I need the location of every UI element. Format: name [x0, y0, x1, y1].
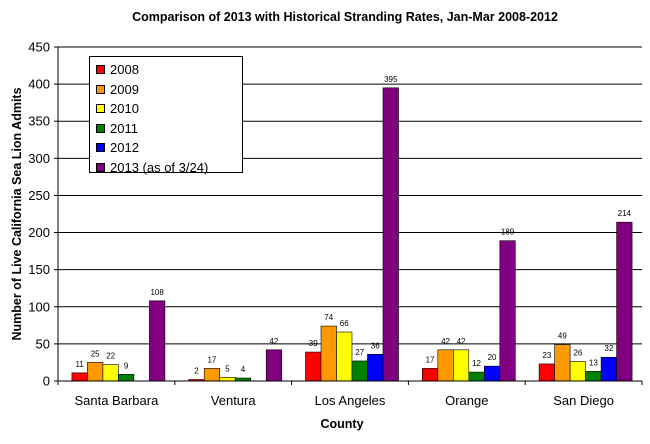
- bar-2011-los-angeles: [351, 360, 368, 382]
- legend-item-2011: 2011: [96, 119, 242, 139]
- data-label: 23: [542, 351, 551, 360]
- data-label: 42: [441, 337, 450, 346]
- y-tick-label: 350: [28, 114, 50, 129]
- tick-labels: 0 50 100 150 200 250 300 350 400 450 Santa Barbara…: [28, 40, 614, 409]
- chart-title: Comparison of 2013 with Historical Stran…: [132, 10, 558, 24]
- data-label: 39: [309, 339, 318, 348]
- data-label: 74: [324, 313, 333, 322]
- y-tick-label: 400: [28, 77, 50, 92]
- y-tick-label: 200: [28, 225, 50, 240]
- y-tick-label: 300: [28, 151, 50, 166]
- data-label: 26: [573, 349, 582, 358]
- x-tick-label: San Diego: [553, 393, 614, 408]
- data-label: 27: [355, 348, 364, 357]
- data-label: 25: [91, 349, 100, 358]
- data-label: 42: [269, 337, 278, 346]
- y-tick-label: 250: [28, 188, 50, 203]
- bar-2010-ventura: [219, 376, 236, 382]
- data-label: 12: [472, 359, 481, 368]
- x-tick-label: Orange: [445, 393, 488, 408]
- data-label: 2: [194, 367, 199, 376]
- bar-2013-san-diego: [616, 221, 633, 382]
- x-tick-label: Santa Barbara: [74, 393, 159, 408]
- legend-label: 2011: [110, 120, 138, 136]
- data-label: 5: [225, 364, 230, 373]
- data-label: 395: [384, 75, 398, 84]
- data-label: 49: [558, 332, 567, 341]
- legend-item-2010: 2010: [96, 99, 242, 119]
- bar-2013-orange: [499, 240, 516, 382]
- legend-swatch: [96, 65, 105, 75]
- legend-swatch: [96, 143, 105, 153]
- bar-2010-san-diego: [569, 361, 586, 382]
- data-label: 32: [604, 344, 613, 353]
- y-tick-label: 0: [43, 374, 50, 389]
- data-label: 17: [207, 355, 216, 364]
- bar-2009-san-diego: [554, 344, 571, 382]
- bar-2013-santa-barbara: [149, 300, 166, 382]
- legend-label: 2013 (as of 3/24): [110, 159, 209, 175]
- bar-2010-los-angeles: [336, 331, 353, 382]
- bar-2011-san-diego: [585, 371, 602, 382]
- bar-2011-santa-barbara: [118, 374, 135, 382]
- data-label: 189: [501, 228, 515, 237]
- y-tick-label: 150: [28, 262, 50, 277]
- axes: [54, 46, 643, 385]
- bar-2009-santa-barbara: [87, 362, 104, 382]
- x-tick-label: Los Angeles: [315, 393, 386, 408]
- bar-2012-los-angeles: [367, 353, 384, 382]
- bar-2011-orange: [468, 371, 485, 382]
- bar-2008-orange: [421, 368, 439, 382]
- bar-2010-orange: [452, 349, 470, 382]
- bar-2013-ventura: [265, 349, 283, 382]
- data-label: 214: [618, 209, 632, 218]
- value-labels: 11 25 22 9 108 2 17 5 4 42 39 74 66 27 36 395 17 42 42 12 20…: [75, 75, 631, 376]
- legend-swatch: [96, 162, 105, 172]
- data-label: 17: [426, 355, 435, 364]
- bar-2008-san-diego: [538, 363, 555, 382]
- x-tick-label: Ventura: [211, 393, 257, 408]
- legend-item-2009: 2009: [96, 80, 242, 100]
- data-label: 66: [340, 319, 349, 328]
- data-label: 22: [106, 352, 115, 361]
- legend-item-2008: 2008: [96, 60, 242, 80]
- x-axis-title: County: [320, 417, 363, 431]
- legend-swatch: [96, 104, 105, 114]
- data-label: 13: [589, 358, 598, 367]
- legend-label: 2010: [110, 101, 139, 117]
- bar-2012-san-diego: [600, 356, 617, 382]
- data-label: 36: [371, 341, 380, 350]
- legend: 2008 2009 2010 2011 2012 2013 (as of 3/24): [89, 56, 243, 175]
- data-label: 9: [124, 361, 129, 370]
- legend-item-2012: 2012: [96, 138, 242, 158]
- data-label: 11: [75, 360, 84, 369]
- bars: [71, 87, 633, 382]
- data-label: 20: [488, 353, 497, 362]
- legend-label: 2012: [110, 140, 139, 156]
- legend-swatch: [96, 123, 105, 133]
- data-label: 4: [241, 365, 246, 374]
- bar-2012-orange: [483, 365, 501, 382]
- bar-2009-ventura: [203, 368, 220, 382]
- bar-2009-orange: [437, 349, 454, 382]
- y-tick-label: 50: [36, 336, 50, 351]
- y-axis-title: Number of Live California Sea Lion Admit…: [10, 87, 24, 340]
- bar-2013-los-angeles: [382, 87, 399, 382]
- y-tick-label: 100: [28, 299, 50, 314]
- bar-2009-los-angeles: [320, 325, 337, 382]
- bar-2008-santa-barbara: [71, 372, 88, 382]
- legend-label: 2008: [110, 62, 139, 78]
- bar-2010-santa-barbara: [102, 364, 119, 382]
- legend-item-2013: 2013 (as of 3/24): [96, 158, 242, 178]
- y-tick-label: 450: [28, 40, 50, 55]
- legend-label: 2009: [110, 81, 139, 97]
- bar-2008-los-angeles: [305, 351, 322, 382]
- data-label: 108: [150, 288, 164, 297]
- data-label: 42: [457, 337, 466, 346]
- legend-swatch: [96, 84, 105, 94]
